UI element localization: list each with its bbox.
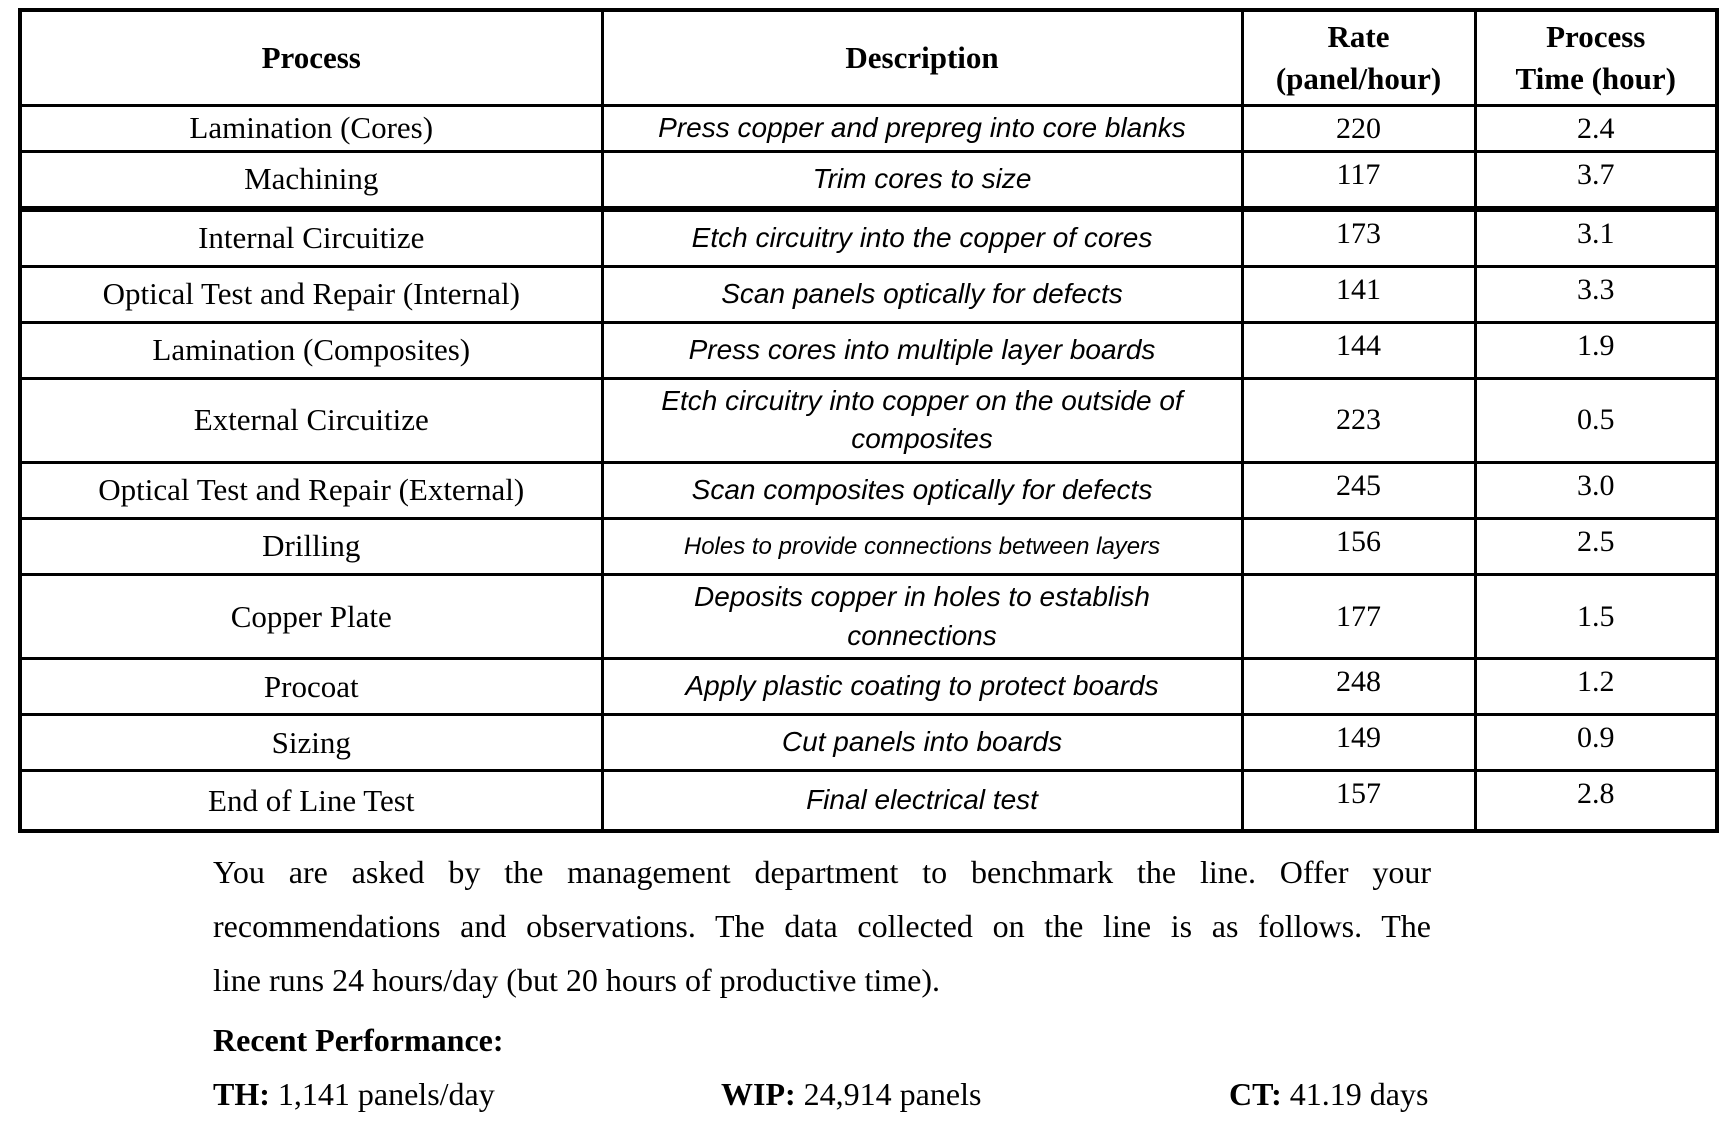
header-process: Process: [18, 8, 604, 107]
process-cell: Procoat: [18, 657, 604, 717]
stat-th-label: TH:: [213, 1076, 270, 1113]
process-time-cell: 3.3: [1473, 264, 1719, 324]
intro-line-1: You are asked by the management departme…: [213, 854, 1431, 891]
table-row: Optical Test and Repair (Internal) Scan …: [18, 264, 1719, 324]
process-cell: Drilling: [18, 516, 604, 576]
stat-th: TH: 1,141 panels/day: [213, 1067, 713, 1121]
table-row: Optical Test and Repair (External) Scan …: [18, 460, 1719, 520]
description-cell: Holes to provide connections between lay…: [600, 516, 1244, 576]
intro-line-2: recommendations and observations. The da…: [213, 908, 1431, 945]
process-cell: Optical Test and Repair (Internal): [18, 264, 604, 324]
rate-cell: 220: [1240, 104, 1477, 153]
description-cell: Final electrical test: [600, 769, 1244, 833]
rate-cell: 177: [1240, 572, 1477, 661]
process-cell: Lamination (Composites): [18, 320, 604, 380]
process-time-cell: 2.8: [1473, 769, 1719, 833]
rate-cell: 117: [1240, 149, 1477, 212]
process-time-cell: 2.4: [1473, 104, 1719, 153]
header-rate-line1: Rate: [1327, 19, 1390, 55]
recent-performance-heading: Recent Performance:: [213, 1022, 504, 1059]
table-header: Process Description Rate (panel/hour) Pr…: [18, 8, 1719, 107]
table-row: Procoat Apply plastic coating to protect…: [18, 657, 1719, 717]
header-rate-line2: (panel/hour): [1275, 61, 1442, 96]
process-time-cell: 2.5: [1473, 516, 1719, 576]
process-time-cell: 3.1: [1473, 207, 1719, 268]
description-cell: Deposits copper in holes to establish co…: [600, 572, 1244, 661]
process-cell: Sizing: [18, 713, 604, 773]
table-row: Internal Circuitize Etch circuitry into …: [18, 207, 1719, 268]
intro-paragraph: You are asked by the management departme…: [213, 845, 1431, 1007]
table-row: Lamination (Composites) Press cores into…: [18, 320, 1719, 380]
stat-wip: WIP: 24,914 panels: [721, 1067, 1221, 1121]
process-time-cell: 0.5: [1473, 376, 1719, 464]
header-description: Description: [600, 8, 1244, 107]
description-cell: Scan panels optically for defects: [600, 264, 1244, 324]
description-cell: Press cores into multiple layer boards: [600, 320, 1244, 380]
table-row: Sizing Cut panels into boards 149 0.9: [18, 713, 1719, 773]
process-time-cell: 3.0: [1473, 460, 1719, 520]
header-process-time: Process Time (hour): [1473, 8, 1719, 107]
stat-ct: CT: 41.19 days: [1229, 1067, 1729, 1121]
stat-wip-label: WIP:: [721, 1076, 796, 1113]
process-time-cell: 0.9: [1473, 713, 1719, 773]
process-time-cell: 1.2: [1473, 657, 1719, 717]
table-row: End of Line Test Final electrical test 1…: [18, 769, 1719, 833]
rate-cell: 223: [1240, 376, 1477, 464]
process-time-cell: 1.5: [1473, 572, 1719, 661]
performance-stats: TH: 1,141 panels/day WIP: 24,914 panels …: [213, 1067, 1730, 1121]
table-row: Lamination (Cores) Press copper and prep…: [18, 104, 1719, 153]
process-cell: Optical Test and Repair (External): [18, 460, 604, 520]
description-cell: Scan composites optically for defects: [600, 460, 1244, 520]
rate-cell: 157: [1240, 769, 1477, 833]
stat-wip-value: 24,914 panels: [803, 1076, 982, 1113]
header-process-label: Process: [261, 40, 361, 76]
header-rate: Rate (panel/hour): [1240, 8, 1477, 107]
rate-cell: 245: [1240, 460, 1477, 520]
document-page: { "table": { "headers": { "process": "Pr…: [0, 8, 1730, 1148]
rate-cell: 149: [1240, 713, 1477, 773]
header-description-label: Description: [845, 40, 999, 76]
rate-cell: 173: [1240, 207, 1477, 268]
stat-ct-label: CT:: [1229, 1076, 1282, 1113]
rate-cell: 141: [1240, 264, 1477, 324]
process-cell: Copper Plate: [18, 572, 604, 661]
process-cell: Lamination (Cores): [18, 104, 604, 153]
process-cell: External Circuitize: [18, 376, 604, 464]
description-cell: Press copper and prepreg into core blank…: [600, 104, 1244, 153]
intro-line-3: line runs 24 hours/day (but 20 hours of …: [213, 962, 940, 999]
rate-cell: 156: [1240, 516, 1477, 576]
header-row: Process Description Rate (panel/hour) Pr…: [18, 8, 1719, 107]
description-cell: Apply plastic coating to protect boards: [600, 657, 1244, 717]
description-cell: Trim cores to size: [600, 149, 1244, 212]
stat-th-value: 1,141 panels/day: [277, 1076, 495, 1113]
header-process-time-line1: Process: [1546, 19, 1646, 55]
description-cell: Cut panels into boards: [600, 713, 1244, 773]
process-cell: End of Line Test: [18, 769, 604, 833]
process-time-cell: 1.9: [1473, 320, 1719, 380]
header-process-time-line2: Time (hour): [1515, 61, 1676, 96]
process-cell: Machining: [18, 149, 604, 212]
process-time-cell: 3.7: [1473, 149, 1719, 212]
rate-cell: 248: [1240, 657, 1477, 717]
table-row: Copper Plate Deposits copper in holes to…: [18, 572, 1719, 661]
description-cell: Etch circuitry into copper on the outsid…: [600, 376, 1244, 464]
stat-ct-value: 41.19 days: [1289, 1076, 1429, 1113]
table-row: Drilling Holes to provide connections be…: [18, 516, 1719, 576]
process-cell: Internal Circuitize: [18, 207, 604, 268]
table-row: External Circuitize Etch circuitry into …: [18, 376, 1719, 464]
rate-cell: 144: [1240, 320, 1477, 380]
process-table: Process Description Rate (panel/hour) Pr…: [18, 8, 1719, 834]
table-body: Lamination (Cores) Press copper and prep…: [18, 104, 1719, 833]
table-row: Machining Trim cores to size 117 3.7: [18, 149, 1719, 212]
description-cell: Etch circuitry into the copper of cores: [600, 207, 1244, 268]
